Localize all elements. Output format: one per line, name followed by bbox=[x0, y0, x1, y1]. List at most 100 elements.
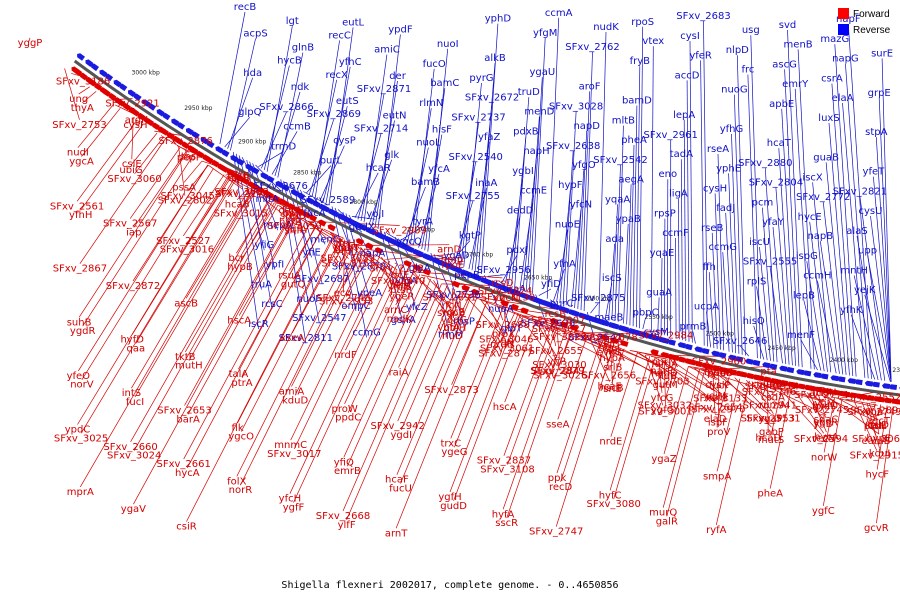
reverse-gene-line bbox=[717, 153, 725, 351]
forward-gene-arrow bbox=[859, 394, 868, 400]
reverse-gene-label: nuoL bbox=[416, 138, 441, 149]
forward-gene-line bbox=[241, 228, 323, 379]
reverse-gene-arrow bbox=[620, 326, 630, 333]
reverse-gene-line bbox=[546, 17, 560, 299]
reverse-gene-label: iscS bbox=[602, 273, 622, 284]
reverse-gene-line bbox=[308, 119, 335, 195]
forward-gene-arrow bbox=[265, 191, 274, 199]
forward-gene-label: SFxv_2909 bbox=[373, 226, 427, 237]
reverse-gene-label: nlpD bbox=[726, 45, 749, 56]
reverse-gene-arrow bbox=[650, 334, 660, 342]
reverse-gene-line bbox=[657, 297, 660, 334]
forward-gene-label: ygcO bbox=[228, 432, 254, 443]
reverse-gene-line bbox=[371, 120, 395, 227]
reverse-gene-line bbox=[750, 35, 762, 359]
forward-gene-line bbox=[448, 292, 465, 323]
reverse-gene-arrow bbox=[162, 112, 171, 121]
reverse-gene-label: rseA bbox=[707, 144, 729, 155]
reverse-gene-label: rseB bbox=[701, 223, 723, 234]
reverse-gene-label: cysM bbox=[644, 327, 669, 338]
reverse-gene-arrow bbox=[245, 163, 254, 172]
reverse-gene-label: ccmE bbox=[520, 185, 547, 196]
forward-gene-line bbox=[472, 296, 556, 310]
reverse-gene-label: eutN bbox=[383, 110, 407, 121]
reverse-gene-line bbox=[444, 259, 465, 327]
reverse-gene-label: gshA bbox=[391, 315, 416, 326]
reverse-gene-arrow bbox=[684, 343, 693, 351]
reverse-gene-line bbox=[394, 237, 418, 313]
forward-gene-label: SFxv_2561 bbox=[50, 201, 104, 212]
forward-gene-label: ygfH bbox=[438, 492, 461, 503]
forward-gene-label: ygcR bbox=[813, 418, 838, 429]
forward-gene-label: sseA bbox=[546, 419, 570, 430]
reverse-gene-line bbox=[532, 37, 546, 294]
reverse-gene-arrows bbox=[77, 53, 900, 392]
reverse-gene-label: eno bbox=[658, 169, 677, 180]
reverse-gene-line bbox=[277, 52, 304, 178]
reverse-gene-label: yfhG bbox=[720, 124, 744, 135]
reverse-gene-label: guaA bbox=[646, 287, 672, 298]
forward-gene-arrow bbox=[694, 360, 703, 368]
forward-gene-line bbox=[78, 164, 209, 372]
reverse-gene-line bbox=[468, 188, 487, 270]
reverse-gene-line bbox=[714, 193, 721, 350]
reverse-gene-label: cysH bbox=[703, 183, 727, 194]
reverse-gene-label: yfhK bbox=[840, 305, 863, 316]
forward-gene-line bbox=[877, 404, 882, 417]
reverse-gene-arrow bbox=[415, 250, 424, 258]
reverse-gene-arrow bbox=[610, 323, 620, 330]
forward-gene-label: SFxv_2746 bbox=[742, 387, 796, 398]
forward-gene-label: eco bbox=[334, 288, 352, 299]
reverse-gene-line bbox=[474, 102, 493, 272]
reverse-gene-label: ccmB bbox=[283, 121, 311, 132]
reverse-gene-label: mazG bbox=[820, 34, 849, 45]
reverse-gene-line bbox=[471, 141, 490, 271]
forward-gene-line bbox=[160, 135, 190, 153]
reverse-gene-label: ygbI bbox=[512, 166, 534, 177]
reverse-gene-label: ccmF bbox=[662, 228, 689, 239]
reverse-gene-arrow bbox=[119, 83, 128, 92]
reverse-gene-line bbox=[819, 241, 840, 374]
reverse-gene-label: maeB bbox=[594, 313, 623, 324]
reverse-gene-label: nuoG bbox=[721, 85, 748, 96]
kbp-tick-label: 2700 kbp bbox=[465, 252, 493, 259]
forward-gene-label: yggP bbox=[18, 38, 43, 49]
forward-gene-arrow bbox=[570, 324, 579, 332]
forward-gene-label: SFxv_3029 bbox=[321, 254, 375, 265]
reverse-gene-label: yfcN bbox=[570, 200, 592, 211]
forward-gene-line bbox=[293, 258, 386, 450]
reverse-gene-label: yfeT bbox=[863, 167, 886, 178]
reverse-gene-label: ygcQ bbox=[396, 236, 422, 247]
forward-gene-label: ptrA bbox=[231, 378, 252, 389]
forward-gene-arrow bbox=[413, 264, 422, 272]
reverse-gene-label: SFxv_2687 bbox=[295, 274, 349, 285]
reverse-gene-label: ucpA bbox=[694, 302, 719, 313]
kbp-tick-label: 2600 kbp bbox=[584, 296, 612, 303]
reverse-gene-line bbox=[725, 212, 733, 353]
reverse-gene-label: SFxv_2683 bbox=[676, 11, 730, 22]
reverse-gene-line bbox=[787, 29, 803, 368]
forward-gene-label: gudP bbox=[760, 380, 785, 391]
forward-gene-label: gcvR bbox=[864, 523, 889, 534]
reverse-gene-line bbox=[614, 164, 621, 321]
kbp-tick-label: 2450 kbp bbox=[768, 345, 796, 352]
forward-gene-line bbox=[236, 200, 271, 254]
forward-gene-label: hcaB bbox=[225, 200, 250, 211]
forward-gene-label: yqfA bbox=[284, 224, 307, 235]
reverse-gene-label: yfhA bbox=[553, 259, 576, 270]
forward-gene-line bbox=[589, 337, 611, 382]
reverse-gene-label: SFxv_2540 bbox=[449, 152, 503, 163]
forward-gene-line bbox=[345, 252, 372, 297]
forward-gene-label: ygcT bbox=[866, 416, 891, 427]
reverse-gene-label: yojI bbox=[366, 209, 384, 220]
forward-gene-label: yfeO bbox=[67, 371, 91, 382]
reverse-gene-arrow bbox=[779, 365, 788, 372]
reverse-gene-arrow bbox=[330, 210, 340, 218]
reverse-gene-label: rpoS bbox=[631, 17, 654, 28]
forward-gene-line bbox=[343, 239, 346, 293]
reverse-gene-line bbox=[421, 134, 443, 250]
forward-gene-label: ptsP bbox=[390, 285, 412, 296]
reverse-gene-line bbox=[219, 11, 246, 145]
reverse-gene-arrow bbox=[751, 359, 761, 367]
reverse-gene-label: SFxv_2676 bbox=[254, 181, 308, 192]
